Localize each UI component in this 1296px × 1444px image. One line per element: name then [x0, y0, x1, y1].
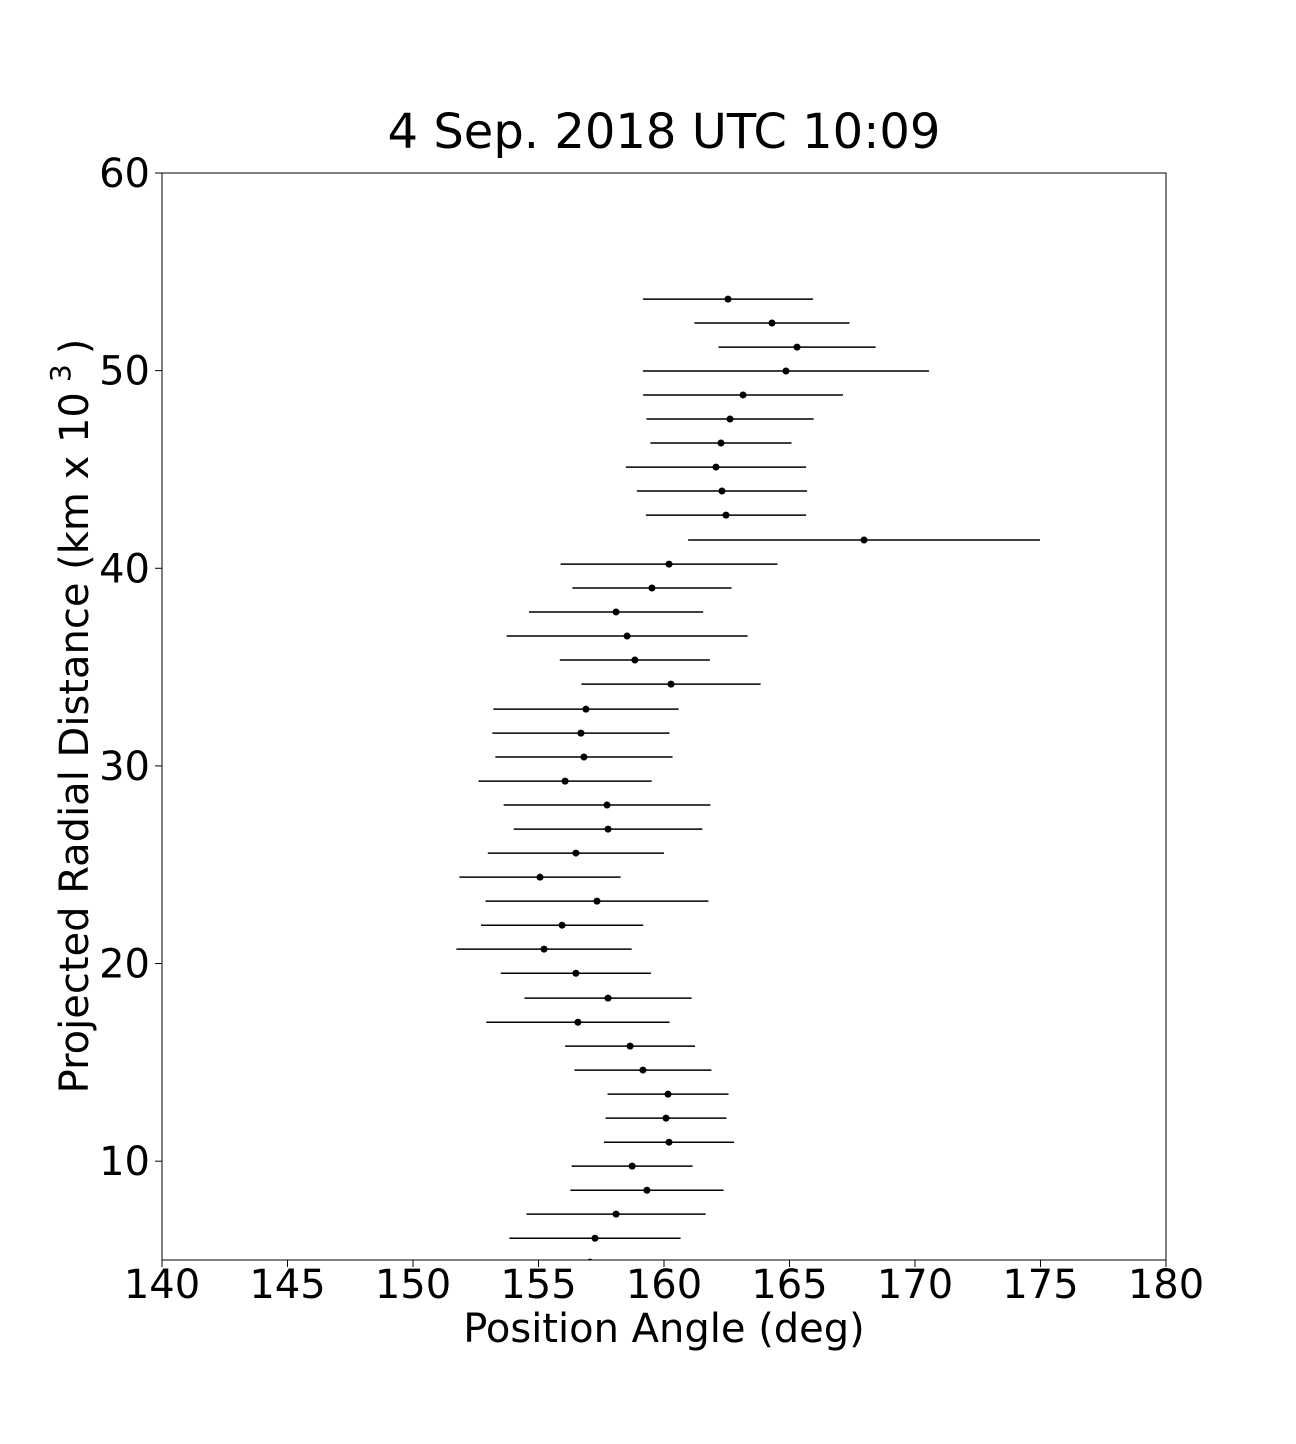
point — [591, 1234, 599, 1242]
x-tick-label: 175 — [1002, 1262, 1078, 1308]
point — [612, 1210, 620, 1218]
point — [718, 487, 726, 495]
point — [712, 463, 720, 471]
y-tick-label: 30 — [99, 744, 150, 790]
x-tick-label: 140 — [124, 1262, 200, 1308]
point — [722, 511, 730, 519]
plot-area — [456, 295, 1040, 1260]
y-axis-label-main: Projected Radial Distance (km x 10 — [52, 392, 98, 1093]
point — [604, 994, 612, 1002]
x-tick-label: 165 — [751, 1262, 827, 1308]
x-tick-label: 155 — [500, 1262, 576, 1308]
y-tick-label: 10 — [99, 1139, 150, 1185]
point — [782, 367, 790, 375]
plot-frame — [161, 172, 1167, 1261]
point — [664, 1090, 672, 1098]
x-tick-label: 180 — [1128, 1262, 1204, 1308]
y-tick-label: 20 — [99, 942, 150, 988]
x-axis-label: Position Angle (deg) — [463, 1306, 865, 1352]
point — [793, 343, 801, 351]
point — [739, 391, 747, 399]
y-tick-label: 40 — [99, 546, 150, 592]
x-tick-label: 150 — [375, 1262, 451, 1308]
point — [587, 1258, 593, 1260]
y-axis-label: Projected Radial Distance (km x 10 3) — [44, 339, 98, 1094]
point — [667, 680, 675, 688]
chart-title: 4 Sep. 2018 UTC 10:09 — [388, 104, 941, 160]
point — [558, 921, 566, 929]
point — [639, 1066, 647, 1074]
y-axis-label-end: ) — [52, 339, 98, 355]
point — [572, 969, 580, 977]
point — [626, 1042, 634, 1050]
point — [662, 1114, 670, 1122]
point — [580, 753, 588, 761]
point — [574, 1018, 582, 1026]
point — [726, 415, 734, 423]
point — [603, 801, 611, 809]
point — [604, 825, 612, 833]
point — [631, 656, 639, 664]
point — [540, 945, 548, 953]
point — [582, 705, 590, 713]
point — [665, 1138, 673, 1146]
point — [724, 295, 732, 303]
y-tick-label: 50 — [99, 349, 150, 395]
point — [572, 849, 580, 857]
point — [648, 584, 656, 592]
point — [561, 777, 569, 785]
x-tick-label: 170 — [877, 1262, 953, 1308]
x-tick-label: 145 — [249, 1262, 325, 1308]
point — [628, 1162, 636, 1170]
point — [860, 536, 868, 544]
point — [536, 873, 544, 881]
point — [623, 632, 631, 640]
point — [665, 560, 673, 568]
x-tick-label: 160 — [626, 1262, 702, 1308]
point — [768, 319, 776, 327]
y-tick-label: 60 — [99, 151, 150, 197]
point — [612, 608, 620, 616]
y-axis-label-sup: 3 — [44, 364, 77, 382]
point — [643, 1186, 651, 1194]
point — [577, 729, 585, 737]
point — [717, 439, 725, 447]
point — [593, 897, 601, 905]
